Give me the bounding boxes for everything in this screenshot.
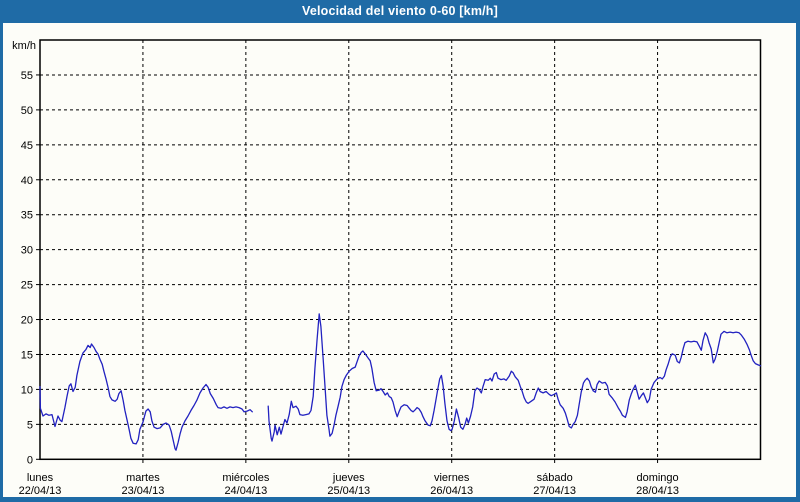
- x-day-label: domingo: [636, 472, 678, 484]
- wind-speed-line: [39, 343, 253, 451]
- x-day-label: jueves: [332, 472, 365, 484]
- x-date-label: 25/04/13: [327, 485, 370, 497]
- x-date-label: 23/04/13: [122, 485, 165, 497]
- y-tick-label: 45: [21, 140, 33, 152]
- x-day-label: martes: [126, 472, 160, 484]
- y-axis-unit-label: km/h: [12, 40, 36, 52]
- x-date-label: 27/04/13: [533, 485, 576, 497]
- y-tick-label: 40: [21, 175, 33, 187]
- x-date-label: 26/04/13: [430, 485, 473, 497]
- wind-speed-line: [267, 313, 762, 442]
- y-tick-label: 30: [21, 245, 33, 257]
- x-date-label: 24/04/13: [224, 485, 267, 497]
- y-tick-label: 50: [21, 105, 33, 117]
- y-tick-label: 20: [21, 315, 33, 327]
- x-date-label: 22/04/13: [19, 485, 62, 497]
- y-tick-label: 5: [27, 419, 33, 431]
- title-bar: Velocidad del viento 0-60 [km/h]: [0, 0, 800, 23]
- x-day-label: lunes: [27, 472, 54, 484]
- x-day-label: miércoles: [222, 472, 270, 484]
- x-date-label: 28/04/13: [636, 485, 679, 497]
- plot-frame: [39, 39, 762, 461]
- y-tick-label: 35: [21, 210, 33, 222]
- chart-area: 0 5 10 15 20 25 30 35 40 45 50 55 km/h lunes 22/04/13 m…: [3, 23, 796, 497]
- y-tick-label: 10: [21, 384, 33, 396]
- y-tick-label: 0: [27, 454, 33, 466]
- y-tick-label: 55: [21, 70, 33, 82]
- x-day-label: viernes: [434, 472, 470, 484]
- y-tick-label: 25: [21, 280, 33, 292]
- page-title: Velocidad del viento 0-60 [km/h]: [301, 4, 499, 18]
- x-day-label: sábado: [537, 472, 573, 484]
- y-tick-label: 15: [21, 349, 33, 361]
